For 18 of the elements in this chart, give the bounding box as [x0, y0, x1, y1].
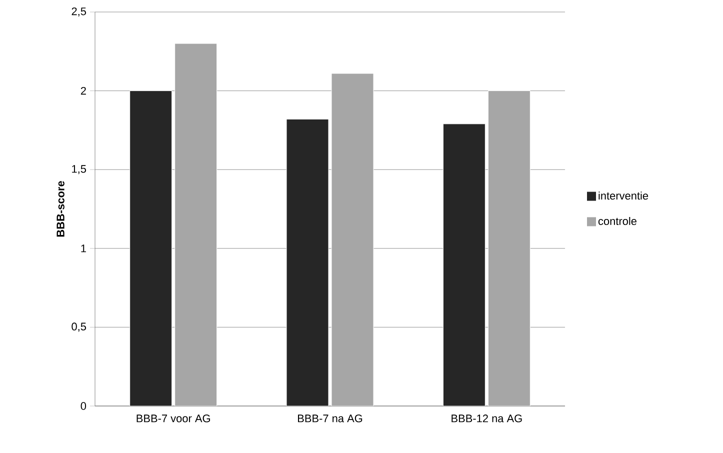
x-tick-label: BBB-7 na AG: [298, 414, 362, 422]
x-tick-label: BBB-12 na AG: [452, 414, 522, 422]
bar: [130, 90, 172, 406]
x-tick-label: BBB-7 voor AG: [136, 414, 210, 422]
bar: [286, 118, 329, 406]
bar: [488, 90, 530, 406]
bar: [174, 43, 218, 406]
y-tick-label: 1,5: [72, 165, 86, 174]
legend-label: interventie: [598, 192, 648, 200]
y-tick-label: 1: [81, 244, 86, 252]
y-tick-label: 2,5: [72, 7, 86, 17]
bar: [442, 124, 486, 406]
y-tick-label: 0,5: [72, 322, 86, 332]
legend-label: controle: [598, 216, 636, 226]
y-tick-label: 0: [80, 402, 86, 410]
bar: [331, 73, 374, 406]
y-axis-title: BBB-score: [56, 181, 64, 237]
y-tick-label: 2: [80, 86, 86, 95]
